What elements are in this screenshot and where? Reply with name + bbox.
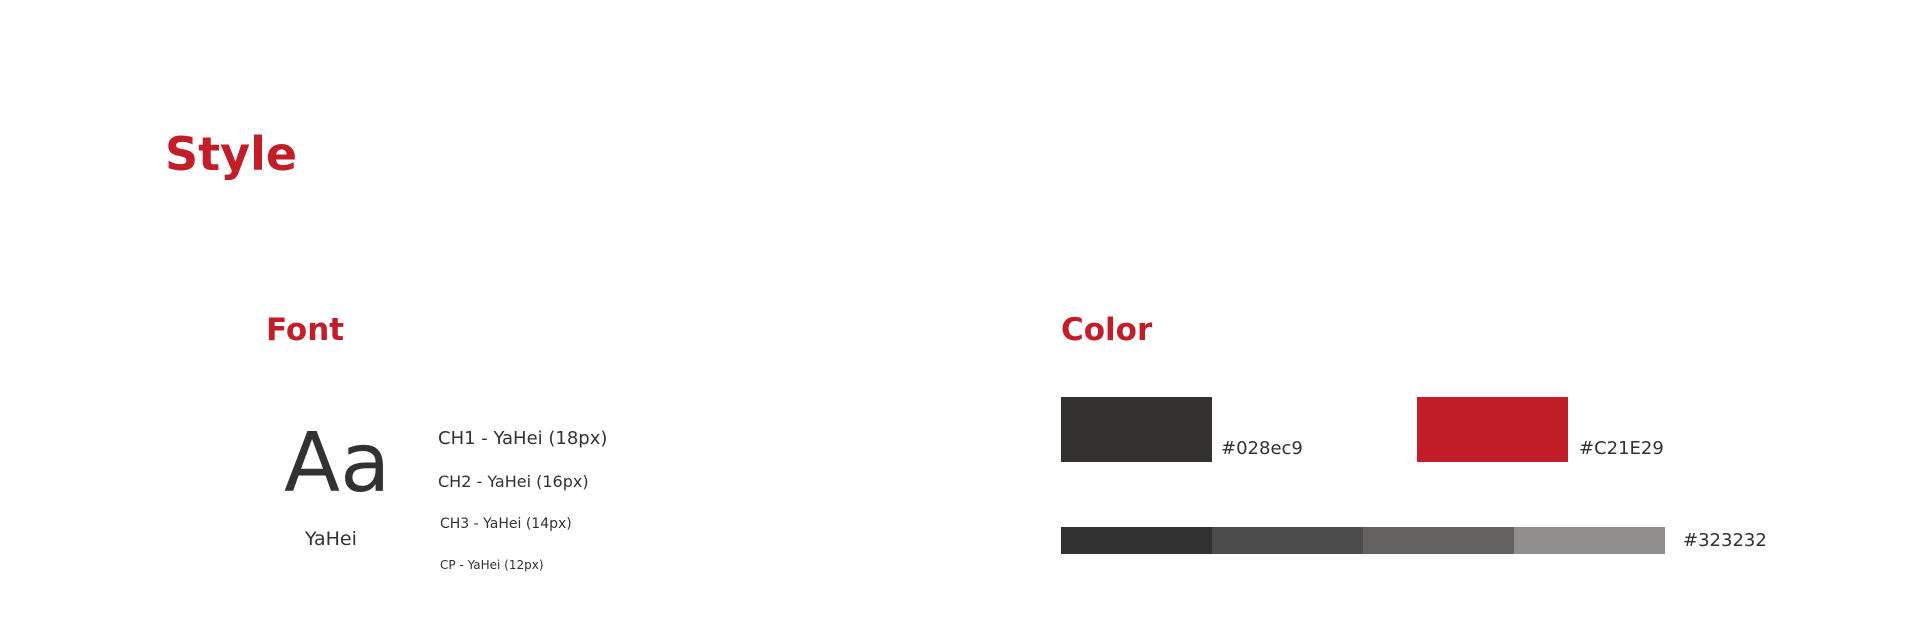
color-swatch-dark bbox=[1061, 397, 1212, 462]
font-spec-ch1: CH1 - YaHei (18px) bbox=[438, 428, 608, 449]
color-swatch-red-label: #C21E29 bbox=[1579, 438, 1664, 459]
gray-scale-step bbox=[1363, 527, 1514, 554]
gray-scale-step bbox=[1212, 527, 1363, 554]
font-sample-glyphs: Aa bbox=[284, 416, 391, 511]
gray-scale-bar bbox=[1061, 527, 1665, 554]
font-section-title: Font bbox=[266, 312, 345, 348]
font-family-name: YaHei bbox=[305, 528, 357, 550]
gray-scale-step bbox=[1061, 527, 1212, 554]
font-spec-ch3: CH3 - YaHei (14px) bbox=[440, 516, 572, 532]
font-spec-cp: CP - YaHei (12px) bbox=[440, 558, 544, 572]
color-swatch-red bbox=[1417, 397, 1568, 462]
font-spec-ch2: CH2 - YaHei (16px) bbox=[438, 472, 589, 491]
page-title: Style bbox=[165, 127, 298, 181]
gray-scale-step bbox=[1514, 527, 1665, 554]
color-section-title: Color bbox=[1061, 312, 1153, 348]
color-swatch-dark-label: #028ec9 bbox=[1221, 438, 1303, 459]
gray-scale-label: #323232 bbox=[1683, 530, 1767, 551]
